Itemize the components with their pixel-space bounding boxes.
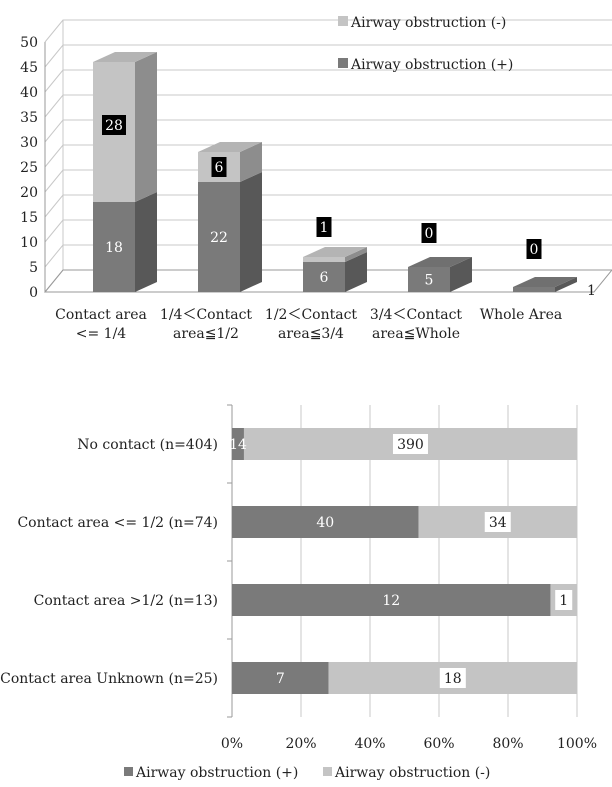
data-label-box xyxy=(392,434,428,454)
data-label: 7 xyxy=(276,671,285,687)
data-label: 0 xyxy=(425,226,434,242)
legend-swatch xyxy=(338,58,348,68)
data-label-box xyxy=(316,217,332,237)
data-label: 14 xyxy=(229,437,247,453)
data-label: 28 xyxy=(105,118,123,134)
legend-swatch xyxy=(124,767,133,776)
bar-side xyxy=(240,172,262,292)
x-tick-label: 60% xyxy=(423,736,454,752)
y-tick-label: 50 xyxy=(20,35,38,51)
x-category-label: 3/4＜Contact xyxy=(370,307,463,323)
legend-label: Airway obstruction (-) xyxy=(350,15,506,31)
x-tick-label: 0% xyxy=(221,736,243,752)
bar-side xyxy=(555,277,577,292)
bar-top xyxy=(513,277,577,287)
legend-label: Airway obstruction (-) xyxy=(334,765,490,781)
data-label: 34 xyxy=(489,515,507,531)
data-label: 0 xyxy=(530,242,539,258)
y-tick-label: 15 xyxy=(20,210,38,226)
bar-obstruction-pos xyxy=(232,428,244,460)
y-category-label: Contact area >1/2 (n=13) xyxy=(34,593,218,609)
y-tick-label: 45 xyxy=(20,60,38,76)
data-label: 18 xyxy=(444,671,462,687)
data-label-box xyxy=(555,590,573,610)
data-label: 5 xyxy=(425,273,434,289)
y-tick-label: 40 xyxy=(20,85,38,101)
bar-side xyxy=(135,192,157,292)
bar-obstruction-pos xyxy=(198,182,240,292)
bar-top xyxy=(303,247,367,257)
x-category-label: 1/4＜Contact xyxy=(160,307,253,323)
bar-obstruction-pos xyxy=(513,287,555,292)
data-label: 6 xyxy=(215,160,224,176)
data-label: 6 xyxy=(320,270,329,286)
bar-top xyxy=(408,257,472,267)
bar-obstruction-pos xyxy=(232,662,329,694)
bar-obstruction-neg xyxy=(303,257,345,262)
data-label: 1 xyxy=(587,283,596,299)
x-category-label: Whole Area xyxy=(480,307,562,323)
bar-obstruction-pos xyxy=(408,267,450,292)
x-tick-label: 100% xyxy=(557,736,597,752)
legend-label: Airway obstruction (+) xyxy=(135,765,298,781)
data-label-box xyxy=(102,115,126,135)
x-tick-label: 40% xyxy=(354,736,385,752)
x-tick-label: 20% xyxy=(285,736,316,752)
data-label-box xyxy=(484,512,511,532)
data-label-box xyxy=(211,157,227,177)
data-label-box xyxy=(526,239,542,259)
data-label: 40 xyxy=(316,515,334,531)
bar-obstruction-pos xyxy=(93,202,135,292)
bar-side xyxy=(135,52,157,202)
data-label: 1 xyxy=(559,593,568,609)
data-label: 12 xyxy=(382,593,400,609)
bar-side xyxy=(240,142,262,182)
legend-swatch xyxy=(338,16,348,26)
x-category-label: area≦3/4 xyxy=(278,326,344,342)
data-label: 22 xyxy=(210,230,228,246)
data-label: 18 xyxy=(105,240,123,256)
data-label-box xyxy=(421,223,437,243)
y-tick-label: 30 xyxy=(20,135,38,151)
y-tick-label: 5 xyxy=(29,260,38,276)
y-tick-label: 0 xyxy=(29,285,38,301)
y-tick-label: 20 xyxy=(20,185,38,201)
legend-label: Airway obstruction (+) xyxy=(350,57,513,73)
x-category-label: Contact area xyxy=(55,307,147,323)
bar-top xyxy=(93,52,157,62)
bar-side xyxy=(345,252,367,292)
legend-swatch xyxy=(323,767,332,776)
x-tick-label: 80% xyxy=(492,736,523,752)
gridline-50 xyxy=(44,19,612,43)
x-category-label: area≦1/2 xyxy=(173,326,239,342)
bar-top xyxy=(198,142,262,152)
y-tick-label: 25 xyxy=(20,160,38,176)
bar-obstruction-pos xyxy=(232,506,419,538)
y-category-label: No contact (n=404) xyxy=(77,437,218,453)
y-tick-label: 10 xyxy=(20,235,38,251)
data-label-box xyxy=(439,668,466,688)
x-category-label: area≦Whole xyxy=(372,326,460,342)
y-category-label: Contact area <= 1/2 (n=74) xyxy=(17,515,218,531)
bar-obstruction-pos xyxy=(303,262,345,292)
bar-side xyxy=(345,247,367,262)
y-tick-label: 35 xyxy=(20,110,38,126)
bar-obstruction-pos xyxy=(232,584,551,616)
bar-side xyxy=(450,257,472,292)
data-label: 390 xyxy=(397,437,424,453)
x-category-label: 1/2＜Contact xyxy=(265,307,358,323)
data-label: 1 xyxy=(320,220,329,236)
y-category-label: Contact area Unknown (n=25) xyxy=(0,671,218,687)
x-category-label: <= 1/4 xyxy=(76,326,127,342)
